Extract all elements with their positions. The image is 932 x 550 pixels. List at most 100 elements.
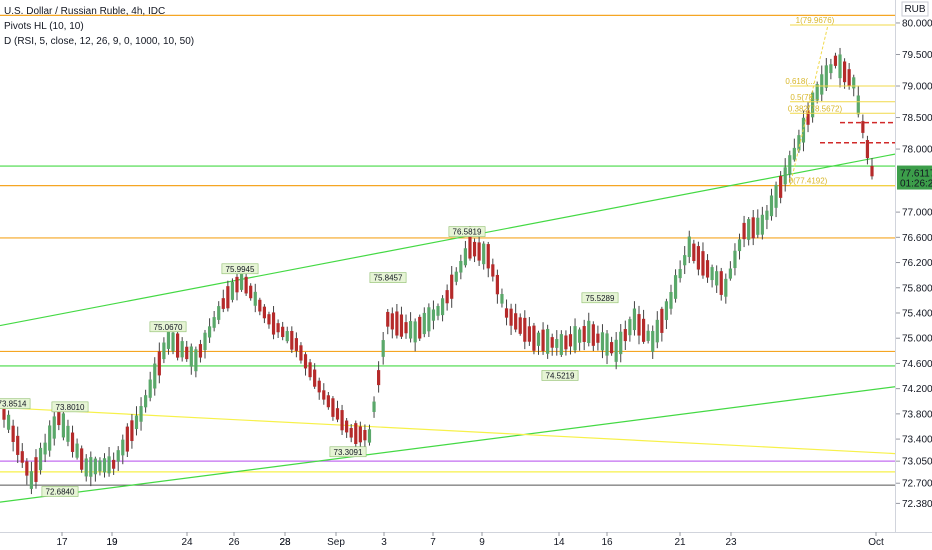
candle-body	[737, 239, 742, 252]
candle-body	[16, 435, 20, 455]
candle-body	[153, 363, 157, 389]
candle-body	[619, 331, 623, 355]
candle-body	[66, 425, 70, 442]
price-tick-label-16: 72.7000	[902, 479, 932, 490]
candle-body	[459, 260, 463, 273]
candle-body	[112, 459, 116, 469]
candle-body	[829, 64, 833, 74]
candle-body	[48, 425, 52, 451]
candle-body	[783, 167, 787, 185]
candle-body	[641, 318, 646, 342]
candle-body	[139, 406, 143, 422]
candle-body	[683, 255, 687, 266]
candle-body	[605, 333, 609, 356]
candle-body	[655, 319, 659, 343]
candle-body	[687, 236, 691, 258]
candle-body	[696, 246, 700, 270]
price-axis[interactable]: 80.0000 79.5000 79.0000 78.5000 78.0000 77.00…	[896, 18, 932, 510]
time-tick-label-4: 26	[228, 537, 240, 548]
candle-body	[25, 461, 29, 476]
fib-label-3: 0.382(78.5672)	[788, 104, 843, 113]
candle-body	[431, 309, 436, 321]
time-tick-label-10: 9	[479, 537, 485, 548]
candle-body	[591, 324, 595, 346]
candle-body	[107, 456, 111, 474]
candle-body	[162, 342, 166, 360]
time-tick-label-19: Oct	[868, 537, 884, 548]
candle-body	[637, 314, 641, 336]
candles-layer	[2, 47, 874, 495]
candle-body	[98, 460, 102, 472]
candle-body	[774, 184, 778, 208]
price-tick-label-5: 77.0000	[902, 208, 932, 219]
candle-body	[303, 354, 308, 369]
price-tick-label-11: 74.6000	[902, 359, 932, 370]
candle-body	[710, 267, 714, 281]
candle-body	[747, 219, 751, 240]
candle-body	[322, 390, 326, 400]
overlay-annotations: 73.8514 73.8010 72.6840 75.0670 75.9945 75.84…	[0, 16, 895, 497]
candle-body	[404, 322, 408, 334]
pivot-label-text-9: 75.5289	[586, 294, 615, 303]
candle-body	[728, 268, 732, 279]
candle-body	[742, 222, 746, 240]
candle-body	[861, 121, 865, 133]
candle-body	[377, 370, 381, 386]
candle-body	[578, 329, 582, 343]
last-price-tag	[897, 165, 932, 190]
candle-body	[491, 264, 495, 277]
fib-label-4: 0(77.4192)	[789, 177, 828, 186]
price-tick-label-12: 74.2000	[902, 384, 932, 395]
candle-body	[212, 317, 216, 328]
candle-body	[792, 147, 796, 160]
pivot-label-box-1	[51, 401, 89, 413]
price-tick-label-15: 73.0500	[902, 457, 932, 468]
candle-body	[294, 338, 298, 351]
price-tick-label-2: 79.0000	[902, 82, 932, 93]
candle-body	[564, 335, 568, 350]
pivot-label-box-4	[221, 263, 259, 275]
fib-label-2: 0.5(78...	[790, 93, 819, 102]
time-tick-label-18: 28	[279, 537, 291, 548]
candle-body	[395, 311, 399, 336]
candle-body	[847, 69, 851, 86]
candle-body	[536, 332, 541, 346]
time-tick-label-13: 16	[601, 537, 613, 548]
candle-body	[436, 306, 440, 316]
candle-body	[673, 275, 678, 299]
currency-label: RUB	[904, 4, 925, 15]
candle-body	[386, 311, 390, 327]
candle-body	[34, 457, 38, 482]
candle-body	[779, 175, 783, 198]
candle-body	[418, 316, 422, 339]
candle-body	[189, 346, 193, 367]
candle-body	[340, 410, 344, 431]
candle-body	[130, 420, 134, 442]
trend-line-2	[0, 406, 896, 455]
candle-body	[207, 326, 212, 338]
candle-body	[121, 439, 125, 456]
candle-body	[38, 447, 43, 471]
candle-body	[148, 379, 152, 398]
candle-body	[582, 326, 586, 342]
candle-body	[445, 290, 449, 304]
candle-body	[226, 286, 230, 309]
indicator-pivots[interactable]: Pivots HL (10, 10)	[4, 21, 84, 32]
candle-body	[692, 243, 696, 261]
indicator-divergence[interactable]: D (RSI, 5, close, 12, 26, 9, 0, 1000, 10…	[4, 36, 195, 47]
pivot-label-text-0: 73.8514	[0, 400, 27, 409]
candle-body	[363, 429, 367, 441]
candle-body	[180, 341, 184, 358]
price-tick-label-14: 73.4000	[902, 435, 932, 446]
candle-body	[468, 235, 472, 259]
pivot-label-text-4: 75.9945	[226, 265, 255, 274]
candle-body	[84, 458, 88, 477]
candle-body	[176, 333, 180, 358]
candle-body	[262, 306, 266, 319]
pivot-label-box-6	[329, 446, 367, 458]
candle-body	[52, 416, 56, 439]
candle-body	[664, 301, 669, 320]
candle-body	[550, 337, 554, 348]
